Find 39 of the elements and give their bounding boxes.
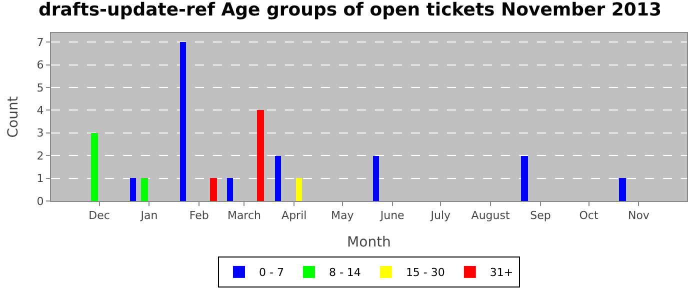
bar	[257, 110, 264, 201]
x-tick-label: August	[471, 209, 510, 222]
x-axis-title: Month	[347, 234, 391, 250]
bar	[521, 156, 528, 201]
y-tick-label: 0	[36, 194, 44, 208]
y-tick-label: 4	[36, 104, 44, 118]
y-tick-label: 1	[36, 172, 44, 186]
x-tick-label: Nov	[628, 209, 650, 222]
y-tick-label: 2	[36, 149, 44, 162]
x-tick-label: June	[379, 209, 405, 222]
y-tick-label: 7	[36, 36, 44, 49]
y-tick-label: 3	[36, 126, 44, 140]
y-tick-label: 5	[36, 81, 44, 94]
bar	[373, 156, 379, 201]
x-tick-label: March	[227, 209, 262, 222]
bar	[227, 178, 233, 201]
bar	[180, 42, 186, 201]
y-axis-title: Count	[5, 96, 22, 138]
bar	[296, 178, 302, 201]
y-tick-label: 6	[36, 58, 44, 72]
x-tick-label: Jan	[140, 209, 158, 222]
legend-label: 15 - 30	[406, 266, 445, 280]
x-tick-label: July	[430, 209, 452, 222]
bar	[91, 133, 98, 201]
x-tick-label: May	[331, 209, 354, 222]
legend-label: 0 - 7	[259, 266, 284, 280]
bar	[210, 178, 217, 201]
x-tick-label: Sep	[530, 209, 551, 222]
bar	[141, 178, 148, 201]
x-tick-label: Feb	[189, 209, 209, 222]
x-tick-label: April	[282, 209, 307, 222]
bar	[619, 178, 626, 201]
x-tick-label: Dec	[88, 209, 110, 222]
legend-label: 31+	[490, 266, 514, 280]
x-tick-label: Oct	[579, 209, 599, 222]
bar	[130, 178, 136, 201]
chart-title: drafts-update-ref Age groups of open tickets November 2013	[38, 0, 662, 21]
bar	[275, 156, 281, 201]
legend-label: 8 - 14	[328, 266, 361, 280]
